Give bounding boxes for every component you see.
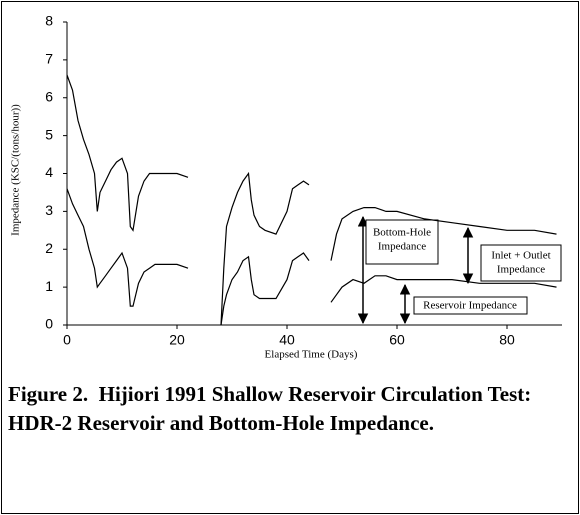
x-tick-label: 80: [499, 332, 515, 348]
x-axis-label: Elapsed Time (Days): [265, 349, 358, 361]
y-tick-label: 7: [45, 51, 53, 67]
y-tick-label: 6: [45, 88, 53, 104]
annotation-box: [413, 296, 528, 315]
y-tick-label: 2: [45, 240, 53, 256]
chart: Impedance (KSC/(tons/hour)) Elapsed Time…: [10, 13, 562, 361]
y-tick-label: 1: [45, 278, 53, 294]
figure-caption: Figure 2. Hijiori 1991 Shallow Reservoir…: [8, 382, 542, 435]
data-line: [66, 188, 557, 326]
annotation-box: [480, 244, 562, 282]
x-tick-label: 0: [63, 332, 71, 348]
y-axis-label: Impedance (KSC/(tons/hour)): [10, 104, 22, 236]
annotation-text: Impedance: [497, 264, 545, 276]
y-tick-label: 0: [45, 316, 53, 332]
annotation-text: Impedance: [378, 241, 426, 253]
y-tick-label: 4: [45, 164, 53, 180]
data-line: [66, 74, 557, 326]
y-tick-label: 3: [45, 202, 53, 218]
y-tick-label: 5: [45, 126, 53, 142]
x-tick-label: 60: [389, 332, 405, 348]
annotation-text: Inlet + Outlet: [491, 250, 550, 262]
annotation-box: [365, 219, 439, 265]
x-tick-label: 40: [279, 332, 295, 348]
annotation-text: Bottom-Hole: [373, 227, 431, 239]
x-tick-label: 20: [169, 332, 185, 348]
annotation-text: Reservoir Impedance: [423, 300, 517, 312]
y-tick-label: 8: [45, 13, 53, 29]
